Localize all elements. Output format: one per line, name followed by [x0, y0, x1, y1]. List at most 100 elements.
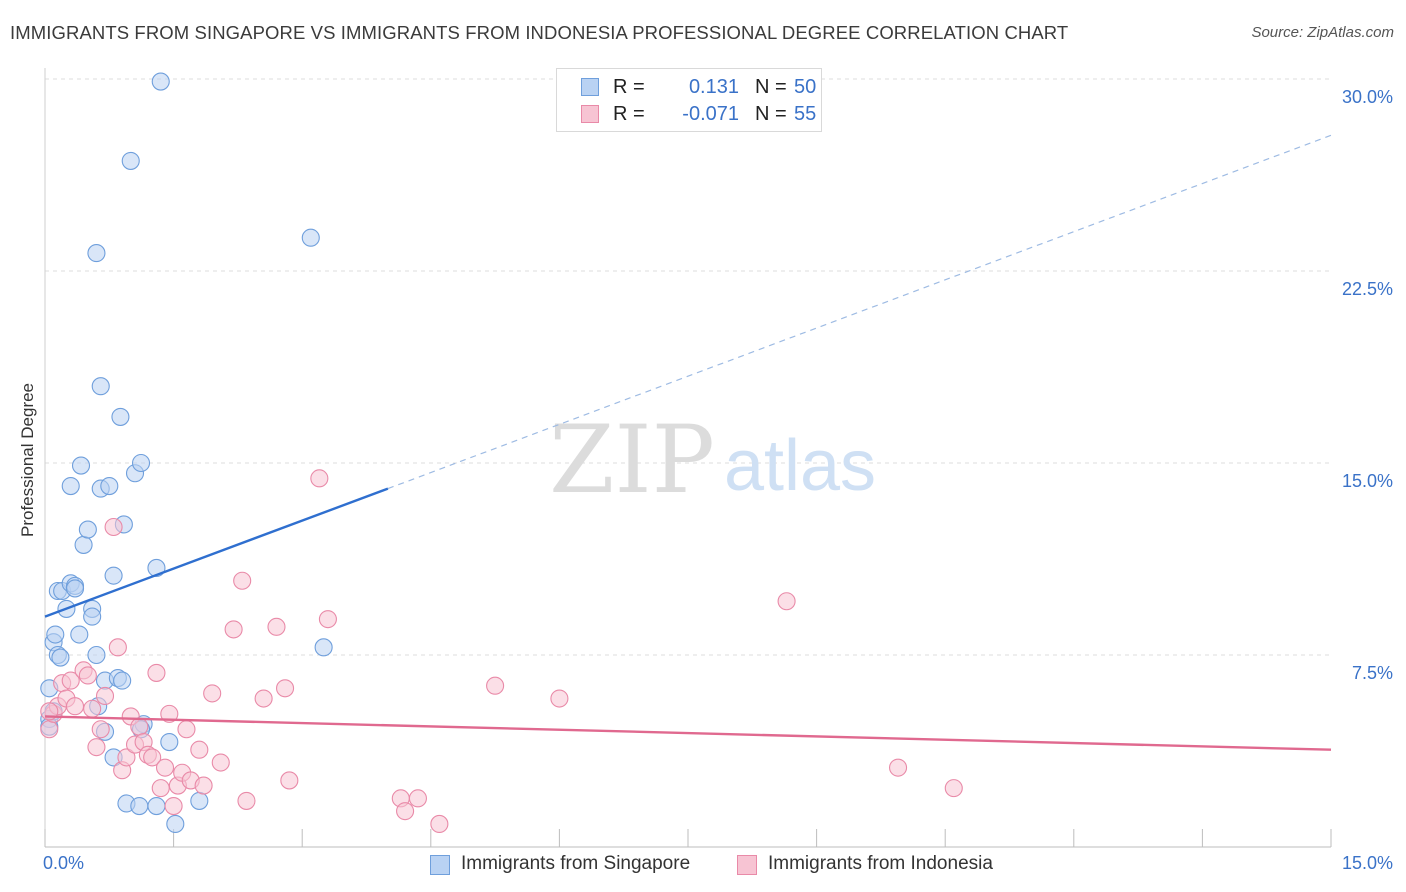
indonesia-point — [87, 738, 106, 757]
indonesia-trend-line — [44, 715, 1332, 751]
indonesia-point — [91, 720, 110, 739]
indonesia-swatch — [581, 105, 599, 123]
singapore-point — [87, 645, 106, 665]
y-tick-label: 30.0% — [1342, 87, 1393, 107]
indonesia-point — [396, 802, 415, 821]
singapore-point — [70, 625, 89, 644]
singapore-point — [151, 72, 170, 91]
r-label: R = — [613, 76, 645, 98]
singapore-point — [74, 535, 93, 554]
indonesia-point — [550, 689, 569, 708]
legend-label-indonesia: Immigrants from Indonesia — [768, 853, 993, 874]
indonesia-point — [203, 684, 222, 703]
singapore-point — [160, 732, 179, 752]
singapore-trend-extension — [387, 134, 1332, 490]
indonesia-point — [224, 620, 243, 639]
indonesia-point — [190, 740, 209, 759]
indonesia-point — [280, 771, 299, 790]
y-axis-label-wrap: Professional Degree — [16, 300, 40, 620]
singapore-point — [190, 791, 209, 810]
singapore-point — [61, 476, 80, 496]
indonesia-point — [40, 720, 59, 739]
r-value: 0.131 — [688, 76, 739, 98]
n-value: 55 — [794, 103, 817, 125]
indonesia-point — [408, 789, 427, 808]
n-value: 50 — [794, 76, 817, 98]
y-tick-label: 15.0% — [1342, 471, 1393, 491]
y-tick-label: 7.5% — [1352, 663, 1393, 683]
singapore-swatch — [581, 78, 599, 96]
indonesia-point — [130, 717, 149, 736]
grid-lines — [45, 78, 1331, 656]
singapore-point — [166, 814, 185, 834]
tick-labels: 7.5% 15.0% 22.5% 30.0% 0.0% 15.0% — [43, 87, 1393, 873]
indonesia-point — [194, 776, 213, 795]
indonesia-point — [177, 720, 196, 739]
singapore-point — [71, 456, 91, 475]
r-label: R = — [613, 103, 645, 125]
legend-label-singapore: Immigrants from Singapore — [461, 853, 691, 874]
indonesia-point — [151, 779, 170, 798]
indonesia-point — [78, 666, 97, 685]
indonesia-point — [318, 610, 337, 629]
trend-lines — [44, 134, 1332, 751]
singapore-trend-line — [44, 487, 389, 618]
indonesia-point — [164, 796, 183, 816]
singapore-point — [314, 638, 333, 657]
singapore-point — [104, 566, 123, 585]
n-label: N = — [755, 103, 787, 125]
singapore-legend-swatch — [430, 855, 450, 875]
indonesia-point — [237, 791, 256, 810]
singapore-point — [130, 796, 149, 816]
singapore-point — [100, 476, 119, 496]
watermark-zip: ZIP — [549, 406, 715, 515]
indonesia-point — [276, 679, 295, 698]
indonesia-point — [155, 758, 175, 777]
singapore-point — [121, 151, 140, 170]
indonesia-points — [40, 469, 963, 834]
indonesia-point — [254, 689, 273, 708]
indonesia-point — [61, 671, 80, 690]
watermark-atlas: atlas — [724, 426, 876, 506]
singapore-point — [131, 453, 151, 473]
singapore-point — [83, 607, 102, 626]
indonesia-point — [430, 814, 449, 834]
y-tick-label: 22.5% — [1342, 279, 1393, 299]
singapore-point — [91, 377, 110, 396]
indonesia-point — [888, 758, 908, 777]
singapore-point — [87, 244, 106, 263]
indonesia-point — [65, 697, 85, 716]
x-tick-label-min: 0.0% — [43, 853, 84, 873]
indonesia-point — [211, 753, 230, 772]
chart-title: IMMIGRANTS FROM SINGAPORE VS IMMIGRANTS … — [10, 22, 1069, 43]
indonesia-point — [777, 592, 796, 611]
indonesia-point — [117, 748, 136, 767]
singapore-point — [113, 671, 132, 690]
indonesia-point — [108, 638, 127, 657]
singapore-point — [65, 579, 85, 598]
singapore-point — [301, 228, 320, 247]
y-axis-label: Professional Degree — [18, 382, 37, 538]
singapore-point — [111, 407, 130, 426]
indonesia-point — [486, 676, 505, 695]
singapore-point — [46, 625, 65, 644]
r-value: -0.071 — [682, 103, 739, 125]
indonesia-point — [944, 779, 963, 798]
watermark: ZIP atlas — [549, 406, 876, 515]
stats-legend: R = 0.131 N = 50 R = -0.071 N = 55 — [556, 68, 822, 132]
indonesia-legend-swatch — [737, 855, 757, 875]
indonesia-point — [310, 469, 329, 488]
indonesia-point — [160, 704, 179, 723]
indonesia-point — [104, 517, 123, 537]
indonesia-point — [83, 699, 102, 718]
indonesia-point — [267, 617, 286, 636]
x-tick-label-max: 15.0% — [1342, 853, 1393, 873]
source-label: Source: ZipAtlas.com — [1251, 24, 1394, 41]
singapore-point — [147, 796, 166, 816]
n-label: N = — [755, 76, 787, 98]
indonesia-point — [147, 663, 166, 682]
indonesia-point — [143, 748, 162, 767]
series-legend: Immigrants from Singapore Immigrants fro… — [0, 852, 1406, 878]
indonesia-point — [233, 571, 252, 590]
